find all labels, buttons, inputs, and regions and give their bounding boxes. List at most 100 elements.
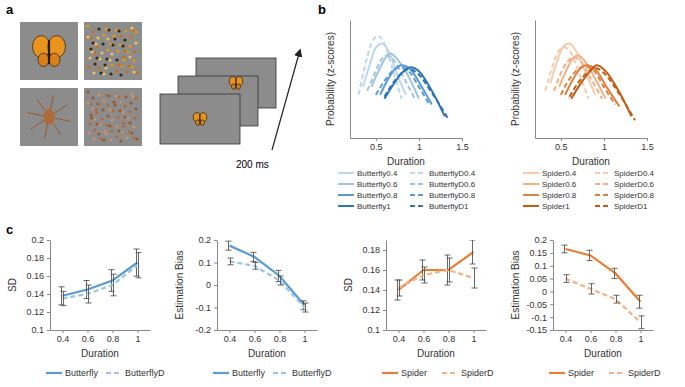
icon	[132, 125, 135, 128]
tick-label: 0.4	[57, 334, 70, 344]
icon	[100, 51, 103, 54]
error-bar-cap	[397, 296, 403, 297]
error-bar-cap	[136, 252, 142, 253]
tick: -0.05	[526, 300, 553, 310]
x-axis-title: Duration	[584, 348, 622, 359]
tick-mark	[591, 330, 592, 333]
icon	[124, 29, 127, 32]
tick-label: -0.1	[195, 303, 211, 313]
plot-area	[59, 249, 142, 306]
error-bar	[472, 268, 478, 288]
icon	[232, 84, 237, 89]
icon	[130, 131, 133, 134]
icon	[93, 62, 96, 65]
tick-mark	[550, 317, 553, 318]
tick: 0.14	[362, 285, 386, 295]
tick: 1	[638, 330, 643, 344]
legend-label: SpiderD0.4	[614, 169, 655, 178]
icon	[104, 66, 107, 69]
tick-label: 0.8	[443, 334, 456, 344]
tick-mark	[214, 263, 217, 264]
tick-label: 0.4	[224, 334, 237, 344]
icon	[108, 42, 111, 45]
icon	[131, 29, 134, 32]
tick-mark	[419, 138, 420, 141]
legend-label: ButterflyD1	[429, 202, 469, 211]
legend-swatch	[442, 372, 458, 374]
icon	[119, 139, 122, 142]
icon	[93, 117, 96, 120]
icon	[86, 90, 89, 93]
tick-label: 0.18	[26, 253, 44, 263]
icon	[92, 137, 95, 140]
legend-item: ButterflyD0.6	[410, 180, 476, 189]
icon	[131, 95, 134, 98]
icon	[130, 26, 133, 29]
tick-mark	[47, 240, 50, 241]
y-axis-title: SD	[343, 278, 354, 292]
tick-label: 0.14	[26, 289, 44, 299]
x-axis-title: Duration	[572, 156, 610, 167]
tick: 0.2	[534, 235, 553, 245]
tick-mark	[462, 138, 463, 141]
tick-label: 1.5	[641, 142, 654, 152]
error-bar	[226, 241, 232, 250]
tick: 0.2	[198, 235, 217, 245]
error-bar-cap	[61, 305, 67, 306]
error-bar-cap	[614, 295, 620, 296]
tick: 0.2	[31, 235, 50, 245]
icon	[94, 42, 97, 45]
legend-label: Spider	[401, 368, 427, 378]
legend-swatch	[523, 183, 539, 185]
y-axis-title: Probability (z-scores)	[325, 32, 336, 126]
icon	[88, 122, 91, 125]
tick-mark	[424, 330, 425, 333]
error-bar-cap	[564, 282, 570, 283]
y-axis-title: Estimation Bias	[510, 251, 521, 320]
error-bar	[587, 250, 593, 260]
tick-label: 0.1	[198, 258, 211, 268]
series-line	[384, 67, 444, 116]
icon	[117, 129, 120, 132]
legend-swatch	[609, 372, 625, 374]
tick-label: 0.14	[362, 285, 380, 295]
icon	[109, 138, 112, 141]
tick-mark	[399, 330, 400, 333]
tick-mark	[566, 330, 567, 333]
error-bar-cap	[639, 328, 645, 329]
icon	[86, 101, 89, 104]
error-bar	[61, 291, 67, 305]
error-bar-stem	[305, 303, 306, 312]
tick: 0.5	[370, 138, 383, 152]
icon	[116, 115, 119, 118]
legend-label: Spider1	[542, 202, 570, 211]
axis-line	[350, 21, 351, 139]
tick: 0.6	[82, 330, 95, 344]
tick-mark	[383, 290, 386, 291]
panel-label: c	[6, 222, 13, 237]
y-axis	[350, 21, 351, 139]
legend-item: SpiderD0.6	[595, 180, 655, 189]
tick-mark	[214, 285, 217, 286]
icon	[48, 40, 50, 64]
tick: 0	[542, 287, 553, 297]
series-line	[571, 65, 631, 116]
error-bar-cap	[422, 283, 428, 284]
legend-label: SpiderD0.6	[614, 180, 655, 189]
legend-label: Butterfly	[232, 368, 266, 378]
legend-swatch	[523, 172, 539, 174]
tick-label: 1	[638, 334, 643, 344]
series-line	[63, 263, 138, 296]
icon	[38, 53, 49, 66]
error-bar-stem	[424, 267, 425, 283]
tick: 0.14	[26, 289, 50, 299]
tick-mark	[383, 270, 386, 271]
error-bar-stem	[639, 295, 640, 308]
legend-label: ButterflyD0.6	[429, 180, 476, 189]
legend-swatch	[338, 194, 354, 196]
error-bar-cap	[470, 240, 476, 241]
icon	[103, 63, 106, 66]
legend-label: ButterflyD0.8	[429, 191, 476, 200]
legend-swatch	[523, 194, 539, 196]
legend-item: Spider0.6	[523, 180, 577, 189]
